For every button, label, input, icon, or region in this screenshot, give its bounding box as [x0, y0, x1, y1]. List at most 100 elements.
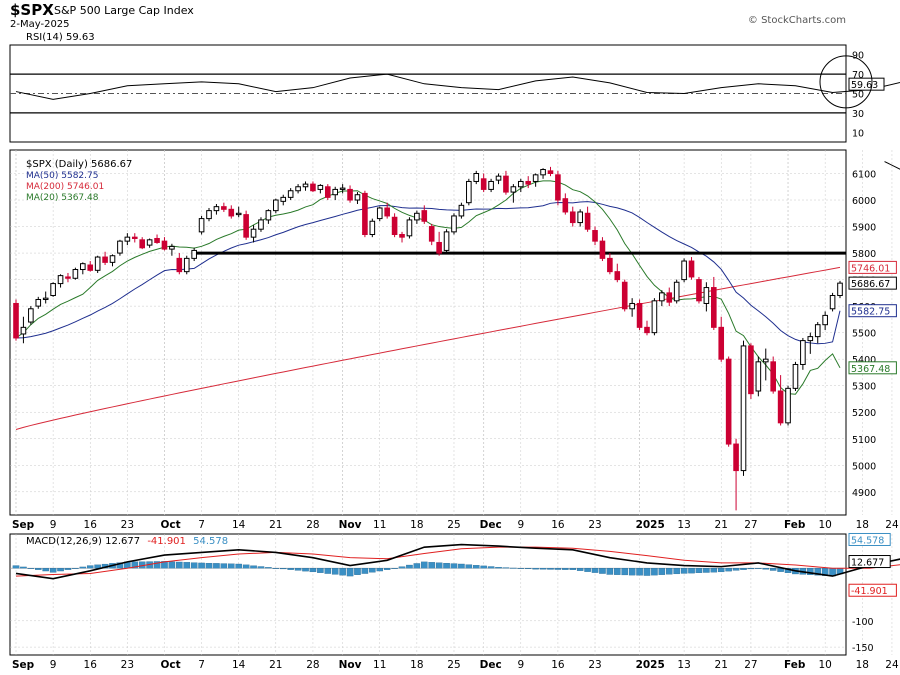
- candle-body: [295, 186, 301, 192]
- candle-body: [354, 194, 361, 201]
- rsi-value-label: 59.63: [851, 80, 878, 91]
- candle-body: [131, 236, 138, 239]
- macd-histogram-bar: [703, 568, 710, 573]
- candle-body: [762, 358, 769, 363]
- candle: [332, 186, 339, 201]
- candle: [547, 166, 554, 177]
- candle: [287, 188, 294, 201]
- candle-body: [80, 263, 86, 271]
- candle: [562, 193, 569, 215]
- ma20-legend: MA(20) 5367.48: [26, 193, 99, 203]
- candle-body: [169, 245, 175, 250]
- candle: [466, 178, 472, 206]
- candle-body: [681, 260, 687, 281]
- candle-body: [57, 275, 64, 285]
- rsi-tick-label: 70: [852, 70, 864, 81]
- price-x-axis-label: 10: [818, 519, 831, 531]
- candle: [777, 375, 784, 426]
- candle-body: [50, 283, 56, 297]
- macd-histogram-bar: [710, 568, 718, 573]
- candle-body: [243, 214, 249, 238]
- candle: [72, 267, 79, 280]
- macd-x-axis-label: 16: [551, 659, 565, 671]
- candle: [206, 207, 212, 222]
- candle: [607, 253, 613, 275]
- candle: [221, 202, 227, 212]
- candle-body: [287, 190, 294, 198]
- macd-histogram-bar: [250, 565, 257, 569]
- candle-body: [711, 287, 717, 328]
- candle-body: [510, 186, 517, 193]
- macd-tick-label: -150: [852, 643, 874, 654]
- macd-histogram-bar: [235, 563, 242, 569]
- macd-histogram-bar: [398, 566, 406, 569]
- macd-x-axis-label: 25: [447, 659, 460, 671]
- macd-histogram-bar: [495, 566, 502, 569]
- macd-x-axis-label: Dec: [480, 659, 502, 671]
- candle-body: [644, 326, 650, 334]
- macd-x-axis-label: 27: [744, 659, 757, 671]
- macd-legend: MACD(12,26,9) 12.677 -41.901 54.578: [26, 536, 228, 547]
- macd-histogram-bar: [228, 563, 235, 569]
- candle-body: [161, 240, 168, 250]
- macd-histogram-bar: [688, 568, 695, 574]
- price-tick-label: 4900: [852, 488, 876, 499]
- candle: [161, 237, 168, 251]
- price-x-axis-label: 14: [232, 519, 246, 531]
- price-tick-label: 5000: [852, 461, 876, 472]
- macd-histogram-bar: [458, 563, 465, 569]
- macd-histogram-bar: [539, 568, 547, 570]
- price-tick-label: 5400: [852, 355, 876, 366]
- candle-body: [406, 219, 413, 237]
- macd-histogram-bar: [680, 568, 688, 574]
- candle: [406, 217, 413, 239]
- macd-histogram-bar: [584, 568, 591, 572]
- candle: [733, 438, 739, 511]
- candle: [443, 229, 450, 254]
- macd-tick-label: -100: [852, 617, 874, 628]
- candle: [807, 332, 814, 354]
- candle-body: [414, 212, 420, 221]
- brand-watermark: © StockCharts.com: [748, 15, 846, 26]
- candle-body: [837, 282, 843, 297]
- candle: [436, 231, 442, 256]
- price-legend: $SPX (Daily) 5686.67: [26, 159, 132, 170]
- macd-histogram-bar: [168, 561, 176, 569]
- macd-histogram-bar: [376, 568, 384, 572]
- macd-histogram-bar: [190, 562, 198, 569]
- macd-histogram-bar: [205, 562, 213, 569]
- price-x-axis-label: 7: [198, 519, 205, 531]
- candle-body: [599, 240, 606, 259]
- price-value-label-ma200-box: [848, 260, 897, 274]
- macd-histogram-bar: [317, 568, 324, 573]
- candle: [421, 205, 428, 224]
- macd-histogram-bar: [116, 562, 124, 569]
- macd-legend-signal: -41.901: [147, 536, 186, 547]
- macd-histogram-bar: [57, 568, 64, 572]
- candle-body: [488, 180, 494, 190]
- candle-body: [146, 239, 153, 246]
- candle: [666, 287, 673, 307]
- candle-body: [800, 340, 806, 365]
- macd-histogram-bar: [49, 568, 57, 573]
- candle: [651, 298, 658, 336]
- candle-body: [428, 226, 435, 242]
- candle: [814, 322, 821, 344]
- candle-body: [436, 241, 442, 254]
- candle-body: [317, 184, 324, 190]
- candle: [228, 205, 235, 219]
- price-value-label-ma200: 5746.01: [851, 263, 890, 274]
- macd-histogram-bar: [72, 568, 79, 569]
- macd-x-axis-label: 28: [306, 659, 319, 671]
- candle: [540, 168, 546, 179]
- macd-histogram-bar: [79, 566, 87, 569]
- candle: [584, 206, 591, 232]
- macd-histogram-bar: [762, 568, 770, 570]
- candle-body: [302, 183, 309, 188]
- macd-histogram-bar: [287, 568, 294, 570]
- macd-histogram-bar: [643, 568, 651, 576]
- candle: [280, 194, 287, 206]
- price-x-axis-label: Feb: [784, 519, 806, 531]
- candle-body: [183, 257, 190, 273]
